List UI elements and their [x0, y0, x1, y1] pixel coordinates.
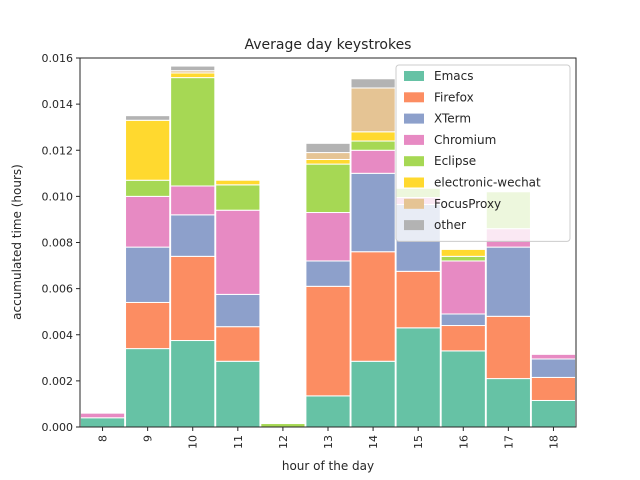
y-tick-label: 0.010: [42, 190, 74, 203]
bar-chromium-9: [125, 195, 171, 248]
bar-firefox-16: [440, 325, 486, 352]
y-tick-label: 0.008: [42, 237, 74, 250]
legend-label: XTerm: [434, 112, 471, 126]
bar-eclipse-9: [125, 179, 171, 197]
chart-title: Average day keystrokes: [245, 37, 412, 53]
bar-emacs-9: [125, 348, 171, 428]
bar-eclipse-11: [215, 184, 261, 211]
bar-firefox-15: [395, 270, 441, 329]
bar-emacs-17: [485, 378, 531, 428]
bar-chromium-13: [305, 212, 351, 262]
bar-emacs-16: [440, 350, 486, 428]
bar-chromium-16: [440, 260, 486, 315]
bar-emacs-8: [79, 417, 126, 428]
bar-other-9: [125, 115, 171, 121]
bar-electronic-wechat-13: [305, 158, 351, 165]
x-tick-label: 16: [457, 435, 470, 449]
x-tick-label: 8: [97, 435, 110, 442]
bar-electronic-wechat-9: [125, 119, 171, 181]
bar-eclipse-16: [440, 255, 486, 262]
bar-other-10: [170, 65, 216, 72]
y-tick-label: 0.014: [42, 98, 74, 111]
x-axis-label: hour of the day: [282, 459, 374, 473]
bar-xterm-11: [215, 293, 261, 328]
bar-other-14: [350, 78, 396, 89]
bar-electronic-wechat-14: [350, 131, 396, 142]
bar-chromium-10: [170, 185, 216, 216]
bar-firefox-14: [350, 251, 396, 362]
bar-electronic-wechat-16: [440, 248, 486, 257]
x-tick-label: 18: [547, 435, 560, 449]
x-tick-label: 15: [412, 435, 425, 449]
bar-emacs-13: [305, 395, 351, 428]
legend-label: other: [434, 218, 466, 232]
legend-label: electronic-wechat: [434, 176, 541, 190]
bar-focusproxy-13: [305, 152, 351, 160]
bar-other-13: [305, 142, 351, 154]
bar-eclipse-14: [350, 140, 396, 151]
x-tick-label: 13: [322, 435, 335, 449]
y-tick-label: 0.016: [42, 52, 74, 65]
y-tick-label: 0.012: [42, 144, 74, 157]
legend-swatch: [404, 156, 424, 167]
x-tick-label: 12: [277, 435, 290, 449]
bar-emacs-18: [530, 399, 577, 428]
y-tick-label: 0.006: [42, 283, 74, 296]
x-axis-ticks: 8 9 10 11 12 13 14 15 16 17 18: [97, 427, 560, 449]
bar-electronic-wechat-10: [170, 72, 216, 79]
bar-firefox-10: [170, 255, 216, 342]
bar-firefox-17: [485, 315, 531, 380]
legend-swatch: [404, 113, 424, 124]
y-tick-label: 0.004: [42, 329, 74, 342]
bar-firefox-11: [215, 326, 261, 362]
x-tick-label: 17: [502, 435, 515, 449]
bar-xterm-9: [125, 246, 171, 303]
bar-xterm-18: [530, 358, 577, 378]
x-tick-label: 10: [187, 435, 200, 449]
bar-firefox-9: [125, 301, 171, 350]
legend-swatch: [404, 134, 424, 145]
bar-emacs-11: [215, 360, 261, 428]
bar-xterm-14: [350, 172, 396, 253]
bar-eclipse-12: [260, 423, 306, 428]
bar-emacs-10: [170, 340, 216, 428]
bar-electronic-wechat-11: [215, 179, 261, 186]
bar-emacs-14: [350, 360, 396, 428]
bar-xterm-16: [440, 313, 486, 327]
bar-chromium-8: [79, 412, 126, 419]
legend-label: Emacs: [434, 69, 473, 83]
legend: Emacs Firefox XTerm Chromium Eclipse electron…: [395, 64, 571, 242]
y-tick-label: 0.002: [42, 375, 74, 388]
bar-chromium-11: [215, 209, 261, 295]
x-tick-label: 14: [367, 435, 380, 449]
bar-xterm-13: [305, 260, 351, 287]
bar-emacs-15: [395, 327, 441, 428]
x-tick-label: 11: [232, 435, 245, 449]
y-axis-label: accumulated time (hours): [10, 164, 24, 320]
y-axis-ticks: 0.000 0.002 0.004 0.006 0.008 0.010 0.012 0.014…: [42, 52, 80, 434]
legend-label: Firefox: [434, 90, 474, 104]
legend-swatch: [404, 198, 424, 209]
bar-firefox-13: [305, 285, 351, 397]
legend-label: FocusProxy: [434, 197, 501, 211]
legend-label: Chromium: [434, 133, 496, 147]
x-tick-label: 9: [142, 435, 155, 442]
legend-swatch: [404, 177, 424, 188]
bar-focusproxy-14: [350, 87, 396, 133]
bar-eclipse-13: [305, 163, 351, 214]
legend-label: Eclipse: [434, 154, 476, 168]
legend-box: [395, 64, 571, 242]
bar-chromium-14: [350, 149, 396, 174]
bar-xterm-17: [485, 246, 531, 317]
bar-eclipse-10: [170, 77, 216, 187]
y-tick-label: 0.000: [42, 421, 74, 434]
legend-swatch: [404, 220, 424, 231]
legend-swatch: [404, 92, 424, 103]
legend-swatch: [404, 71, 424, 81]
bar-chromium-18: [530, 353, 577, 360]
bar-firefox-18: [530, 376, 577, 401]
bar-xterm-10: [170, 214, 216, 257]
